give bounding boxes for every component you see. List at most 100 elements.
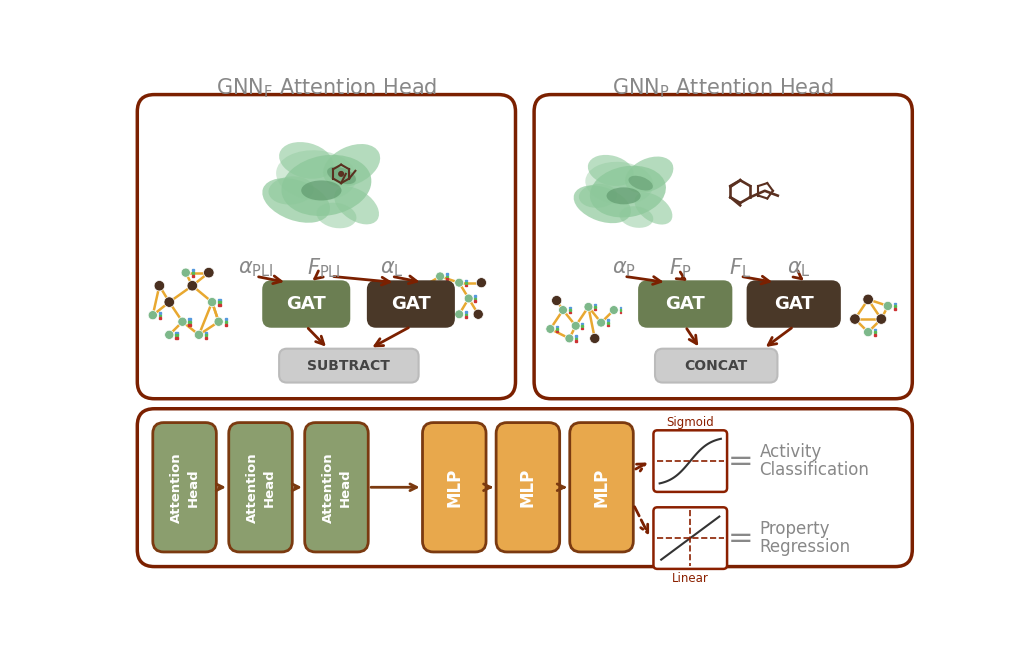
Bar [205,334,208,336]
Circle shape [181,268,190,277]
Bar [607,325,608,326]
Circle shape [558,305,567,314]
Bar [474,295,476,297]
Text: Activity: Activity [760,443,822,461]
FancyBboxPatch shape [496,422,560,552]
Circle shape [571,322,581,330]
Text: GNN$_\mathregular{F}$ Attention Head: GNN$_\mathregular{F}$ Attention Head [216,76,437,100]
Text: MLP: MLP [519,468,537,507]
Bar [894,308,896,309]
Bar [430,310,432,311]
Bar [445,320,447,321]
Bar [620,309,622,311]
Circle shape [863,327,872,336]
Bar [894,305,896,307]
Circle shape [884,302,893,311]
FancyBboxPatch shape [748,281,840,326]
Bar [582,323,584,324]
Text: Attention
Head: Attention Head [246,452,275,523]
Text: GNN$_\mathregular{P}$ Attention Head: GNN$_\mathregular{P}$ Attention Head [612,76,835,100]
Ellipse shape [625,157,674,193]
FancyBboxPatch shape [137,409,912,567]
Bar [445,278,447,280]
Bar [191,269,195,271]
Text: $F_{\rm PLI}$: $F_{\rm PLI}$ [307,257,341,280]
FancyBboxPatch shape [369,281,454,326]
Circle shape [204,267,214,278]
Bar [575,340,577,342]
Bar [445,276,447,278]
Bar [465,314,467,315]
Text: =: = [727,446,753,476]
Text: $\alpha_{\rm P}$: $\alpha_{\rm P}$ [612,259,636,279]
Ellipse shape [316,203,356,228]
Circle shape [552,296,562,305]
Bar [568,309,570,311]
Bar [430,288,432,289]
Ellipse shape [262,178,330,223]
Circle shape [850,314,860,324]
Circle shape [148,311,158,320]
Bar [175,334,178,336]
Ellipse shape [573,186,631,223]
Ellipse shape [282,155,372,216]
Bar [474,300,476,302]
Text: Attention
Head: Attention Head [170,452,200,523]
Text: GAT: GAT [774,295,814,313]
Bar [620,307,622,309]
Bar [874,334,876,336]
Ellipse shape [620,206,653,228]
Circle shape [420,281,429,291]
Bar [874,331,876,333]
Bar [430,307,432,309]
Circle shape [609,305,618,314]
Bar [191,272,195,274]
Text: Linear: Linear [672,572,709,585]
Bar [607,320,608,321]
Bar [582,327,584,329]
Bar [568,307,570,309]
Circle shape [476,278,486,288]
FancyBboxPatch shape [280,349,419,382]
Bar [556,331,558,333]
Text: =: = [727,523,753,553]
Bar [159,314,162,316]
Ellipse shape [268,177,313,204]
Text: $F_{\rm L}$: $F_{\rm L}$ [729,257,752,280]
FancyBboxPatch shape [640,281,731,326]
Circle shape [464,294,473,303]
Circle shape [339,171,343,176]
Bar [175,331,178,333]
Circle shape [565,334,573,343]
Circle shape [590,333,600,344]
Bar [224,324,227,325]
Ellipse shape [586,162,653,204]
Bar [568,312,570,314]
Bar [465,285,467,286]
Bar [874,329,876,331]
Bar [465,316,467,318]
Bar [474,298,476,300]
Circle shape [473,309,483,320]
Ellipse shape [635,193,673,225]
Bar [224,321,227,323]
Text: GAT: GAT [391,295,431,313]
Bar [575,338,577,340]
Text: CONCAT: CONCAT [685,358,748,373]
Text: Attention
Head: Attention Head [322,452,351,523]
Circle shape [876,314,887,324]
Bar [218,299,220,301]
Bar [159,312,162,314]
Circle shape [455,310,464,319]
Ellipse shape [579,184,617,208]
Bar [188,321,191,323]
Ellipse shape [301,181,342,201]
Circle shape [597,318,605,327]
Bar [445,273,447,275]
Bar [430,305,432,307]
Circle shape [863,294,873,305]
Bar [218,304,220,306]
Bar [175,337,178,339]
Circle shape [214,317,223,326]
FancyBboxPatch shape [653,430,727,492]
